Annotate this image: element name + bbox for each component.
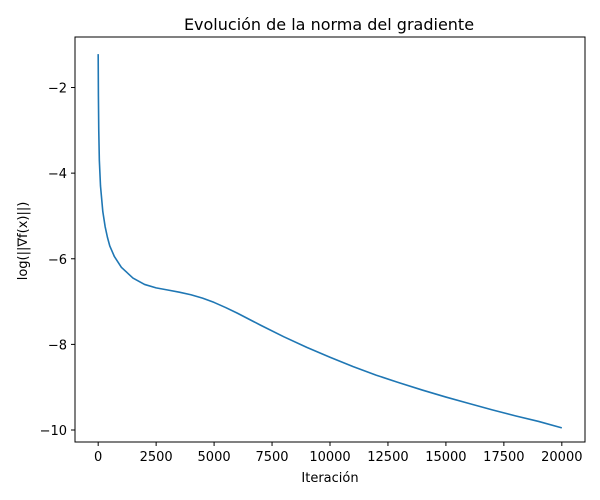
y-axis-label: log(||∇f(x)||) bbox=[16, 202, 31, 281]
y-tick-label: −6 bbox=[48, 253, 67, 268]
y-tick-label: −8 bbox=[48, 338, 67, 353]
chart-title: Evolución de la norma del gradiente bbox=[184, 15, 474, 34]
x-tick-label: 0 bbox=[94, 450, 102, 465]
y-tick-label: −4 bbox=[48, 167, 67, 182]
x-tick-label: 20000 bbox=[541, 450, 582, 465]
x-tick-label: 17500 bbox=[483, 450, 524, 465]
y-axis: −10 −8 −6 −4 −2 bbox=[40, 82, 75, 439]
x-tick-label: 5000 bbox=[198, 450, 231, 465]
x-tick-label: 10000 bbox=[309, 450, 350, 465]
series-line-0 bbox=[97, 54, 563, 429]
x-axis: 0 2500 5000 7500 10000 12500 15000 17500 20000 bbox=[94, 442, 582, 465]
y-tick-label: −10 bbox=[40, 424, 67, 439]
x-tick-label: 12500 bbox=[367, 450, 408, 465]
x-tick-label: 7500 bbox=[255, 450, 288, 465]
x-tick-label: 2500 bbox=[140, 450, 173, 465]
x-tick-label: 15000 bbox=[425, 450, 466, 465]
y-tick-label: −2 bbox=[48, 82, 67, 97]
plot-area bbox=[97, 54, 563, 429]
x-axis-label: Iteración bbox=[301, 471, 358, 486]
